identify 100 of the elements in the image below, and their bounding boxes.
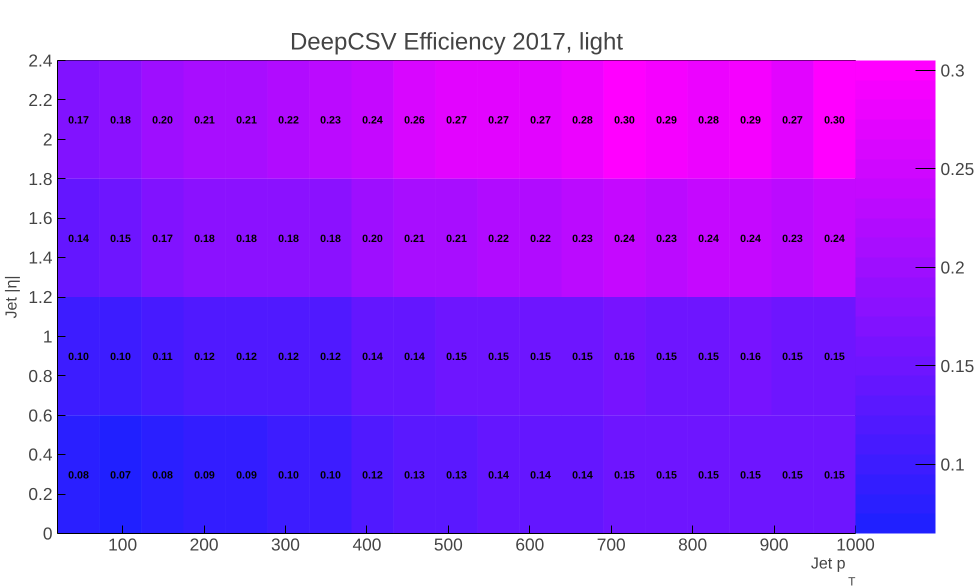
- data-label: 0.24: [614, 232, 635, 245]
- data-label: 0.12: [362, 469, 383, 482]
- data-label: 0.21: [404, 232, 425, 245]
- data-label: 0.15: [614, 469, 635, 482]
- data-label: 0.11: [152, 351, 173, 364]
- x-tick-label: 800: [678, 534, 708, 554]
- x-tick-label: 900: [760, 534, 789, 554]
- data-label: 0.12: [320, 351, 341, 364]
- data-label: 0.15: [740, 469, 761, 482]
- y-tick-label: 1.8: [28, 168, 53, 189]
- data-label: 0.18: [236, 232, 257, 245]
- data-label: 0.27: [446, 114, 467, 127]
- y-tick-label: 1: [42, 326, 53, 346]
- x-tick-label: 1000: [836, 534, 875, 554]
- data-label: 0.14: [362, 351, 383, 364]
- data-label: 0.14: [68, 232, 89, 245]
- data-label: 0.18: [194, 232, 215, 245]
- data-label: 0.13: [446, 469, 467, 482]
- data-label: 0.15: [698, 351, 719, 364]
- data-label: 0.15: [110, 232, 131, 245]
- data-label: 0.22: [488, 232, 509, 245]
- y-tick-label: 0.4: [28, 444, 53, 465]
- data-label: 0.28: [572, 114, 593, 127]
- data-label: 0.15: [656, 351, 677, 364]
- x-tick-label: 200: [190, 534, 219, 554]
- data-label: 0.14: [530, 469, 551, 482]
- data-label: 0.10: [110, 351, 131, 364]
- x-axis-title: Jet pT: [810, 556, 856, 588]
- x-tick-label: 700: [596, 534, 626, 554]
- data-label: 0.21: [236, 114, 257, 127]
- data-label: 0.15: [782, 351, 803, 364]
- data-label: 0.27: [488, 114, 509, 127]
- data-label: 0.17: [152, 232, 173, 245]
- data-label: 0.14: [488, 469, 509, 482]
- data-label: 0.21: [446, 232, 467, 245]
- data-label: 0.17: [68, 114, 89, 127]
- data-label: 0.09: [194, 469, 215, 482]
- data-label: 0.28: [698, 114, 719, 127]
- color-bar-label: 0.25: [940, 158, 974, 179]
- data-label: 0.23: [572, 232, 593, 245]
- data-label: 0.10: [278, 469, 299, 482]
- x-tick-label: 500: [434, 534, 463, 554]
- x-tick-label: 400: [352, 534, 382, 554]
- y-tick-label: 2.4: [28, 50, 53, 70]
- color-bar-label: 0.15: [940, 356, 974, 376]
- x-tick-label: 300: [271, 534, 300, 554]
- data-label: 0.20: [152, 114, 173, 127]
- y-tick-label: 0: [42, 524, 53, 544]
- data-label: 0.13: [404, 469, 425, 482]
- data-label: 0.15: [656, 469, 677, 482]
- data-label: 0.15: [824, 469, 845, 482]
- data-label: 0.30: [614, 114, 635, 127]
- data-label: 0.15: [530, 351, 551, 364]
- data-label: 0.07: [110, 469, 131, 482]
- data-label: 0.27: [530, 114, 551, 127]
- data-label: 0.22: [530, 232, 551, 245]
- y-tick-label: 0.6: [28, 405, 53, 426]
- data-label: 0.29: [740, 114, 761, 127]
- data-label: 0.15: [488, 351, 509, 364]
- data-label: 0.15: [446, 351, 467, 364]
- data-label: 0.24: [362, 114, 383, 127]
- data-label: 0.23: [320, 114, 341, 127]
- data-label: 0.27: [782, 114, 803, 127]
- data-label: 0.24: [698, 232, 719, 245]
- data-label: 0.10: [68, 351, 89, 364]
- color-bar-label: 0.2: [940, 257, 965, 278]
- data-label: 0.18: [110, 114, 131, 127]
- y-tick-label: 1.6: [28, 208, 53, 228]
- data-label: 0.10: [320, 469, 341, 482]
- data-label: 0.15: [572, 351, 593, 364]
- color-bar-label: 0.3: [940, 60, 965, 80]
- data-label: 0.26: [404, 114, 425, 127]
- y-tick-label: 0.8: [28, 366, 53, 386]
- data-label: 0.29: [656, 114, 677, 127]
- data-label: 0.23: [656, 232, 677, 245]
- data-label: 0.12: [278, 351, 299, 364]
- data-label: 0.09: [236, 469, 257, 482]
- data-label: 0.20: [362, 232, 383, 245]
- y-tick-label: 1.2: [28, 287, 53, 307]
- data-label: 0.15: [824, 351, 845, 364]
- y-tick-label: 2: [42, 129, 53, 150]
- data-label: 0.08: [68, 469, 89, 482]
- data-label: 0.14: [572, 469, 593, 482]
- color-bar-label: 0.1: [940, 454, 965, 475]
- data-label: 0.16: [614, 351, 635, 364]
- data-label: 0.14: [404, 351, 425, 364]
- data-label: 0.21: [194, 114, 215, 127]
- data-label: 0.23: [782, 232, 803, 245]
- data-label: 0.08: [152, 469, 173, 482]
- data-label: 0.24: [740, 232, 761, 245]
- data-label: 0.18: [320, 232, 341, 245]
- x-tick-label: 600: [515, 534, 544, 554]
- y-axis-title: Jet |η|: [3, 276, 20, 318]
- data-label: 0.18: [278, 232, 299, 245]
- y-tick-label: 0.2: [28, 484, 53, 504]
- y-tick-label: 2.2: [28, 90, 53, 110]
- data-label: 0.15: [782, 469, 803, 482]
- x-tick-label: 100: [108, 534, 138, 554]
- data-label: 0.30: [824, 114, 845, 127]
- data-label: 0.15: [698, 469, 719, 482]
